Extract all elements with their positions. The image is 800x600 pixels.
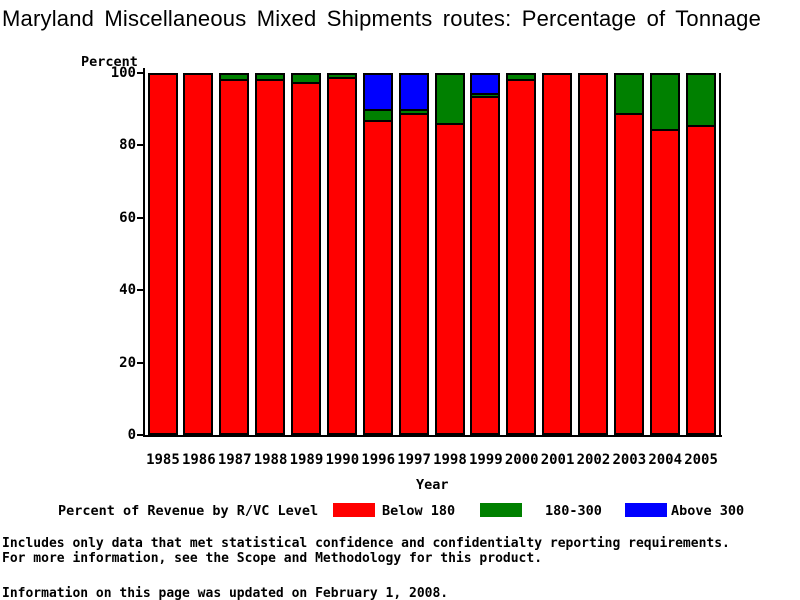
segment-below-180 [257, 78, 284, 433]
segment-below-180 [400, 112, 427, 433]
bar-1998 [434, 73, 465, 435]
x-tick-label-2000: 2000 [504, 452, 539, 468]
segment-below-180 [293, 82, 319, 433]
y-tick-label: 40 [119, 282, 136, 299]
bar-2002 [578, 73, 608, 435]
segment-180-300 [615, 75, 642, 113]
segment-180-300 [400, 109, 427, 113]
segment-180-300 [651, 75, 678, 129]
segment-above-300 [400, 75, 427, 109]
bar-1996 [362, 73, 393, 435]
bar-1986 [183, 73, 214, 435]
y-tick-mark [137, 361, 143, 364]
bar-1985 [147, 73, 178, 435]
legend-label-above-300: Above 300 [671, 503, 745, 519]
bar-2000 [506, 73, 537, 435]
segment-below-180 [221, 78, 248, 433]
segment-180-300 [257, 75, 284, 79]
x-tick-label-1997: 1997 [397, 452, 431, 468]
y-tick-mark [137, 216, 143, 219]
segment-180-300 [221, 75, 248, 79]
footer-note-line-1: Includes only data that met statistical … [2, 536, 730, 551]
y-tick-label: 20 [119, 354, 136, 371]
x-tick-label-1999: 1999 [468, 452, 503, 468]
y-tick-label: 60 [119, 209, 136, 226]
bar-2004 [649, 73, 680, 435]
segment-180-300 [293, 75, 319, 83]
y-tick-label: 100 [110, 65, 136, 81]
segment-180-300 [472, 92, 499, 97]
legend-label-180-300: 180-300 [545, 503, 602, 519]
segment-below-180 [328, 76, 355, 433]
legend-title: Percent of Revenue by R/VC Level [58, 503, 319, 519]
chart-title: Maryland Miscellaneous Mixed Shipments r… [2, 6, 762, 31]
bar-1999 [470, 73, 501, 435]
bar-1997 [398, 73, 429, 435]
segment-above-300 [472, 75, 499, 93]
y-axis-label: Percent [81, 54, 138, 70]
bar-2005 [685, 73, 716, 435]
x-tick-label-2005: 2005 [684, 452, 718, 468]
segment-below-180 [615, 112, 642, 433]
y-tick-mark [137, 434, 143, 436]
x-tick-label-1985: 1985 [146, 452, 180, 468]
segment-below-180 [472, 96, 499, 433]
segment-below-180 [508, 78, 535, 433]
segment-below-180 [651, 128, 678, 433]
x-tick-label-2004: 2004 [648, 452, 683, 468]
x-tick-label-1989: 1989 [289, 452, 324, 468]
y-tick-mark [137, 144, 143, 147]
segment-180-300 [508, 75, 535, 79]
bar-1990 [326, 73, 357, 435]
legend-swatch-below-180 [333, 503, 375, 517]
plot-frame-right [719, 73, 721, 437]
x-tick-label-2003: 2003 [612, 452, 647, 468]
footer-note-line-2: For more information, see the Scope and … [2, 551, 543, 566]
segment-below-180 [364, 119, 391, 433]
x-tick-label-1986: 1986 [181, 452, 216, 468]
segment-180-300 [436, 75, 463, 124]
x-tick-label-1988: 1988 [253, 452, 288, 468]
segment-180-300 [364, 109, 391, 120]
segment-180-300 [328, 75, 355, 77]
x-tick-label-2001: 2001 [540, 452, 575, 468]
x-tick-label-1990: 1990 [325, 452, 360, 468]
segment-below-180 [185, 75, 212, 433]
x-axis-label: Year [416, 477, 449, 493]
legend-label-below-180: Below 180 [382, 503, 456, 519]
x-tick-label-2002: 2002 [576, 452, 611, 468]
bar-2001 [542, 73, 573, 435]
segment-above-300 [364, 75, 391, 109]
x-tick-label-1998: 1998 [433, 452, 467, 468]
bar-2003 [613, 73, 644, 435]
segment-below-180 [687, 125, 714, 433]
y-tick-mark [137, 289, 143, 292]
x-axis-line [143, 435, 722, 437]
y-tick-label: 80 [119, 137, 136, 154]
y-axis-line [143, 68, 145, 437]
segment-below-180 [436, 123, 463, 433]
bar-1989 [291, 73, 321, 435]
legend-swatch-above-300 [625, 503, 667, 517]
footer-updated-date: Information on this page was updated on … [2, 586, 449, 600]
segment-180-300 [687, 75, 714, 126]
segment-below-180 [149, 75, 176, 433]
segment-below-180 [580, 75, 606, 433]
bar-1987 [219, 73, 250, 435]
x-tick-label-1987: 1987 [217, 452, 252, 468]
y-tick-label: 0 [127, 427, 136, 443]
y-tick-mark [137, 72, 143, 74]
x-tick-label-1996: 1996 [361, 452, 396, 468]
legend-swatch-180-300 [480, 503, 522, 517]
bar-1988 [255, 73, 286, 435]
segment-below-180 [544, 75, 571, 433]
